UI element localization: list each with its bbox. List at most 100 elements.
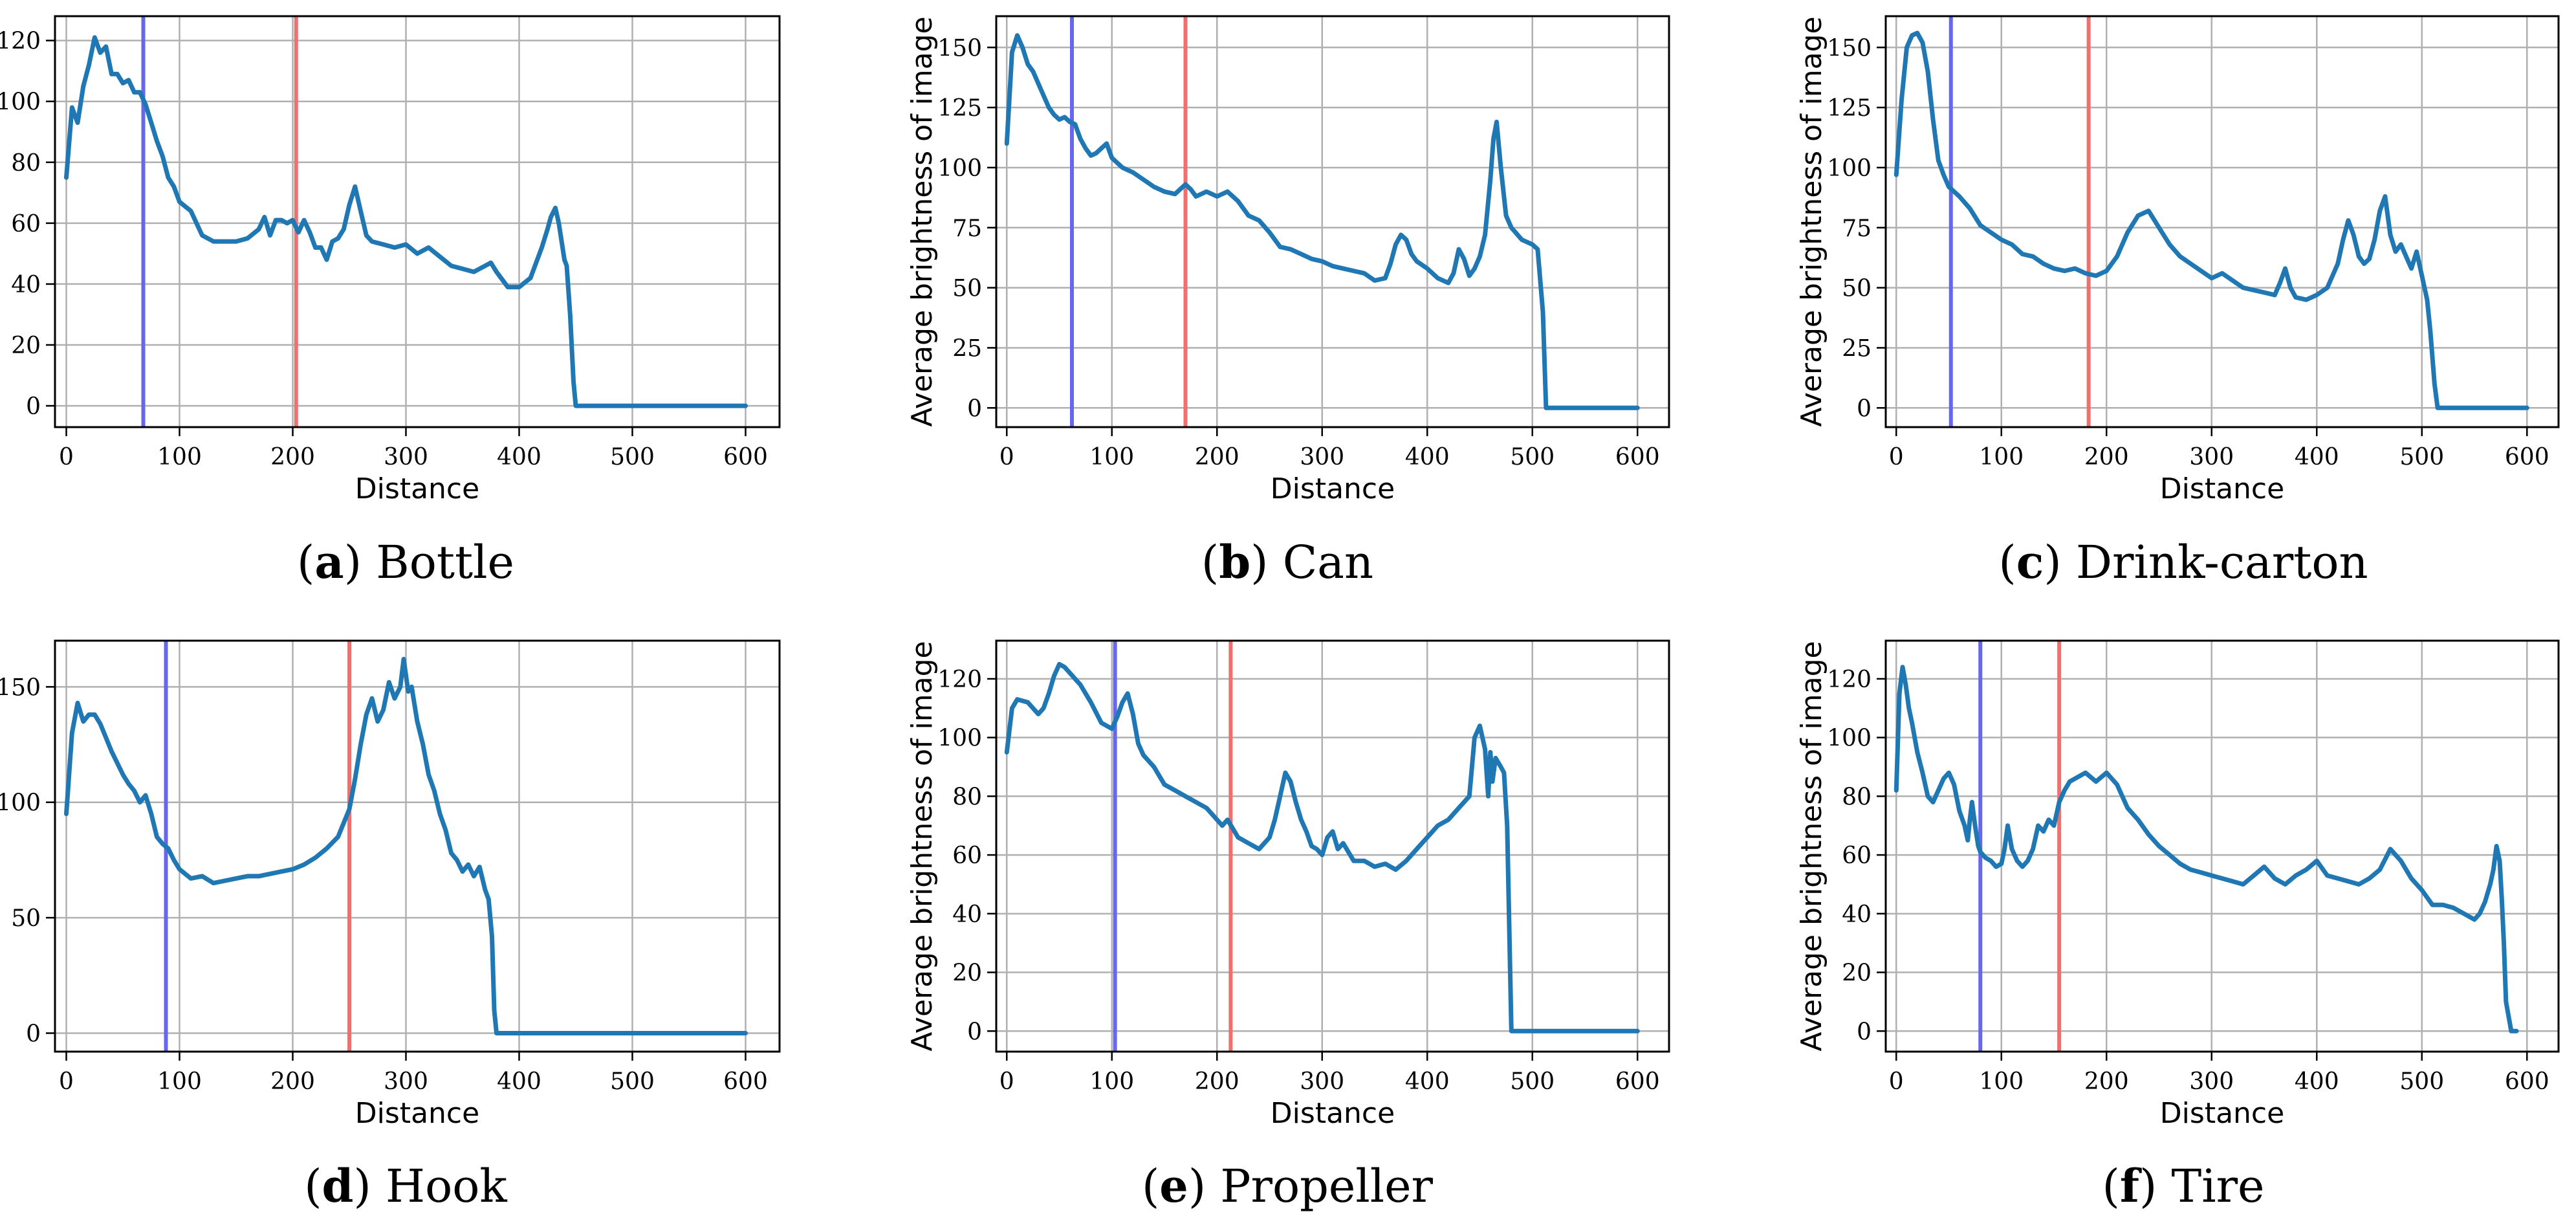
- x-tick-label: 200: [2084, 444, 2129, 470]
- x-tick-label: 200: [270, 1068, 315, 1095]
- x-tick-label: 600: [2505, 1068, 2549, 1095]
- x-tick-label: 600: [723, 1068, 768, 1095]
- x-tick-label: 100: [1089, 444, 1134, 470]
- x-tick-label: 0: [1889, 1068, 1904, 1095]
- x-tick-label: 500: [2399, 444, 2444, 470]
- y-tick-label: 100: [937, 725, 982, 752]
- series-line: [1894, 30, 2529, 410]
- caption-b: (b) Can: [1201, 535, 1374, 589]
- x-tick-label: 0: [59, 444, 74, 470]
- x-axis-label: Distance: [2160, 472, 2284, 505]
- x-tick-label: 300: [384, 1068, 428, 1095]
- y-tick-label: 100: [0, 89, 41, 116]
- x-tick-label: 0: [59, 1068, 74, 1095]
- x-axis-label: Distance: [2160, 1097, 2284, 1130]
- y-tick-label: 0: [967, 1019, 982, 1045]
- y-axis-label: Average brightness of image: [906, 641, 939, 1051]
- y-tick-label: 125: [1827, 95, 1872, 122]
- y-tick-label: 100: [1827, 155, 1872, 182]
- x-tick-label: 400: [497, 444, 541, 470]
- y-tick-label: 150: [0, 674, 41, 701]
- x-tick-label: 100: [1089, 1068, 1134, 1095]
- y-tick-label: 40: [11, 272, 41, 298]
- y-tick-label: 80: [11, 150, 41, 177]
- caption-name-e: Propeller: [1220, 1160, 1434, 1213]
- x-axis-label: Distance: [355, 472, 479, 505]
- caption-letter-a: a: [314, 535, 344, 589]
- y-tick-label: 60: [11, 211, 41, 238]
- y-tick-label: 50: [11, 905, 41, 932]
- x-tick-label: 500: [1510, 1068, 1555, 1095]
- y-tick-label: 120: [937, 667, 982, 693]
- x-tick-label: 400: [497, 1068, 541, 1095]
- x-tick-label: 100: [157, 1068, 202, 1095]
- series-line: [64, 657, 748, 1035]
- y-tick-label: 25: [952, 335, 982, 362]
- plot-frame: [995, 15, 1670, 428]
- x-tick-label: 400: [1405, 444, 1450, 470]
- y-tick-label: 80: [952, 784, 982, 810]
- y-tick-label: 0: [967, 395, 982, 422]
- y-tick-label: 20: [11, 333, 41, 359]
- y-tick-label: 120: [0, 28, 41, 55]
- y-tick-label: 25: [1842, 335, 1872, 362]
- y-tick-label: 80: [1842, 784, 1872, 810]
- y-tick-label: 50: [1842, 276, 1872, 302]
- y-tick-label: 100: [0, 790, 41, 817]
- caption-c: (c) Drink-carton: [1998, 535, 2368, 589]
- x-tick-label: 100: [1979, 1068, 2024, 1095]
- caption-a: (a) Bottle: [297, 535, 514, 589]
- caption-letter-e: e: [1159, 1159, 1188, 1213]
- x-tick-label: 500: [610, 1068, 655, 1095]
- y-tick-label: 100: [1827, 725, 1872, 752]
- x-tick-label: 200: [270, 444, 315, 470]
- caption-e: (e) Propeller: [1141, 1159, 1434, 1213]
- chart-a: 0 100 200 300 400 500 600 0 20 40 60 80 100 120 Distan…: [0, 15, 781, 505]
- y-tick-label: 0: [26, 1021, 41, 1047]
- y-tick-label: 125: [937, 95, 982, 122]
- caption-name-b: Can: [1282, 536, 1374, 589]
- caption-d: (d) Hook: [304, 1159, 507, 1213]
- caption-letter-b: b: [1219, 535, 1251, 589]
- x-axis-label: Distance: [1271, 1097, 1395, 1130]
- plot-frame: [1884, 639, 2560, 1053]
- x-tick-label: 200: [1195, 444, 1239, 470]
- series-line: [1004, 33, 1640, 410]
- y-tick-label: 60: [1842, 843, 1872, 869]
- x-tick-label: 400: [1405, 1068, 1450, 1095]
- y-axis-label: Average brightness of image: [906, 16, 939, 426]
- x-tick-label: 600: [723, 444, 768, 470]
- x-tick-label: 100: [157, 444, 202, 470]
- x-axis-label: Distance: [355, 1097, 479, 1130]
- caption-letter-f: f: [2119, 1159, 2139, 1213]
- x-tick-label: 300: [1300, 1068, 1344, 1095]
- caption-name-d: Hook: [386, 1160, 507, 1213]
- x-tick-label: 0: [1889, 444, 1904, 470]
- x-tick-label: 300: [2189, 1068, 2234, 1095]
- x-tick-label: 300: [1300, 444, 1344, 470]
- plot-frame: [995, 639, 1670, 1053]
- y-axis-label: Average brightness of image: [1795, 641, 1828, 1051]
- x-tick-label: 500: [2399, 1068, 2444, 1095]
- y-tick-label: 120: [1827, 667, 1872, 693]
- caption-name-c: Drink-carton: [2075, 536, 2368, 589]
- y-tick-label: 150: [937, 35, 982, 61]
- y-tick-label: 60: [952, 843, 982, 869]
- y-tick-label: 40: [952, 901, 982, 928]
- x-tick-label: 200: [1195, 1068, 1239, 1095]
- y-tick-label: 0: [26, 393, 41, 420]
- chart-d: 0100200300400500600050100150DistanceAver…: [0, 639, 781, 1130]
- plot-frame: [54, 639, 781, 1053]
- y-tick-label: 20: [952, 960, 982, 987]
- plot-frame: [54, 15, 781, 428]
- x-tick-label: 500: [1510, 444, 1555, 470]
- x-axis-label: Distance: [1271, 472, 1395, 505]
- series-line: [1004, 661, 1640, 1034]
- series-line: [1894, 665, 2519, 1034]
- caption-name-a: Bottle: [376, 536, 514, 589]
- plot-frame: [1884, 15, 2560, 428]
- y-tick-label: 100: [937, 155, 982, 182]
- caption-f: (f) Tire: [2102, 1159, 2265, 1213]
- y-tick-label: 75: [1842, 216, 1872, 242]
